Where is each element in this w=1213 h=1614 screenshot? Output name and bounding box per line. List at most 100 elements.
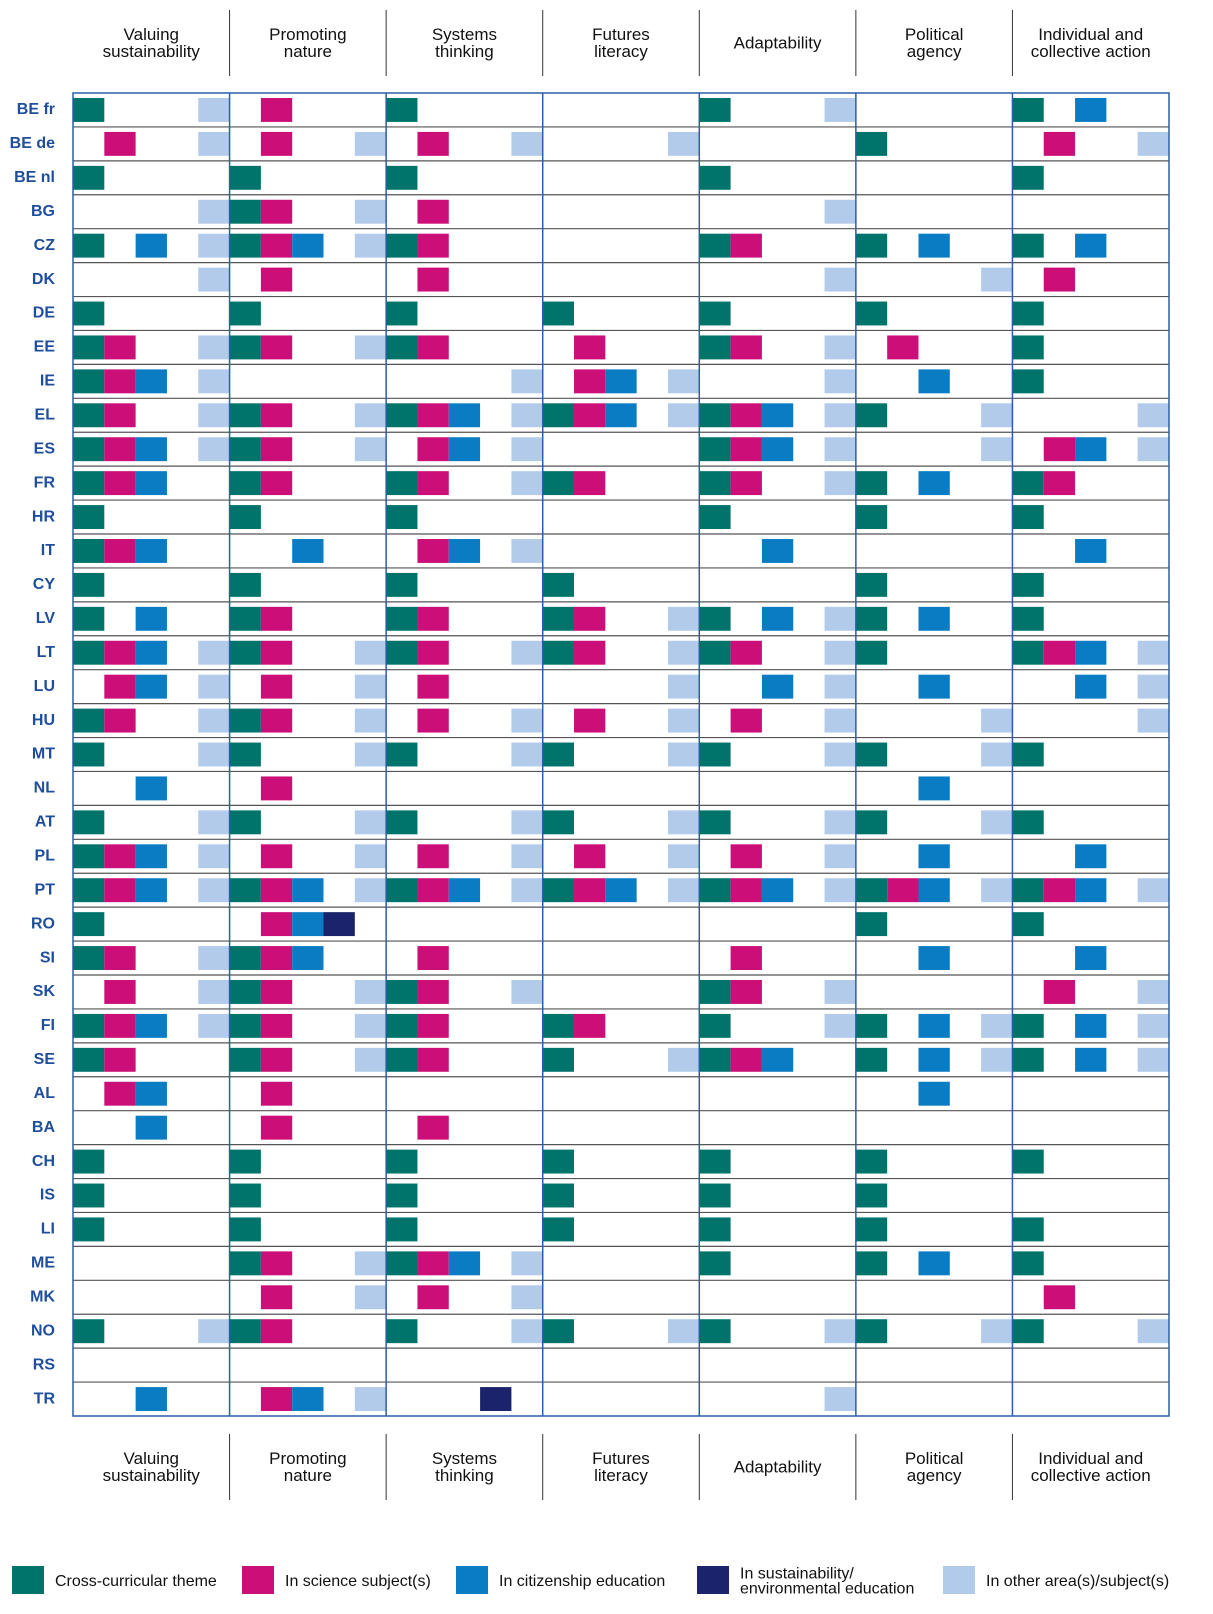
- cell-mark: [1043, 878, 1076, 903]
- row-label: AL: [34, 1085, 56, 1102]
- cell-mark: [542, 403, 575, 428]
- cell-mark: [73, 640, 105, 665]
- row-label: LV: [36, 610, 56, 627]
- cell-mark: [135, 1081, 167, 1106]
- cell-mark: [354, 844, 387, 869]
- cell-mark: [417, 980, 449, 1004]
- cell-mark: [417, 640, 449, 665]
- cell-mark: [198, 946, 230, 970]
- cell-mark: [855, 1251, 888, 1276]
- cell-mark: [1137, 1047, 1169, 1072]
- cell-mark: [417, 335, 449, 360]
- cell-mark: [417, 674, 449, 699]
- cell-mark: [292, 878, 324, 903]
- cell-mark: [260, 1319, 293, 1344]
- row-label: LU: [34, 678, 55, 695]
- cell-mark: [574, 1013, 606, 1038]
- cell-mark: [824, 437, 856, 462]
- cell-mark: [511, 1285, 543, 1310]
- cell-mark: [73, 437, 105, 462]
- cell-mark: [824, 98, 856, 122]
- cell-mark: [386, 471, 418, 496]
- cell-mark: [135, 1387, 167, 1411]
- column-header: Systems: [432, 25, 497, 44]
- cell-mark: [699, 301, 731, 326]
- row-label: IS: [40, 1187, 55, 1204]
- cell-mark: [699, 1319, 731, 1344]
- cell-mark: [198, 199, 230, 224]
- row-label: TR: [34, 1390, 56, 1407]
- cell-mark: [229, 878, 261, 903]
- cell-mark: [699, 1183, 731, 1208]
- cell-mark: [135, 640, 167, 665]
- cell-mark: [386, 572, 418, 597]
- cell-mark: [667, 640, 700, 665]
- cell-mark: [667, 1319, 700, 1344]
- row-label: SI: [40, 949, 55, 966]
- cell-mark: [198, 810, 230, 835]
- row-label: PT: [35, 881, 56, 898]
- column-header: Systems: [432, 1449, 497, 1468]
- cell-mark: [1012, 878, 1044, 903]
- cell-mark: [824, 267, 856, 292]
- cell-mark: [260, 437, 293, 462]
- column-header: Promoting: [269, 25, 346, 44]
- cell-mark: [73, 708, 105, 733]
- cell-mark: [699, 980, 731, 1004]
- cell-mark: [824, 369, 856, 394]
- cell-mark: [511, 878, 543, 903]
- cell-mark: [542, 640, 575, 665]
- cell-mark: [824, 335, 856, 360]
- column-header: Adaptability: [734, 33, 822, 52]
- cell-mark: [1075, 640, 1107, 665]
- column-header: sustainability: [103, 1466, 201, 1485]
- cell-mark: [135, 776, 167, 801]
- cell-mark: [417, 199, 449, 224]
- cell-mark: [104, 131, 136, 156]
- cell-mark: [824, 674, 856, 699]
- cell-mark: [918, 674, 950, 699]
- cell-mark: [981, 708, 1013, 733]
- cell-mark: [981, 742, 1013, 767]
- column-header: collective action: [1031, 1466, 1151, 1485]
- cell-mark: [480, 1387, 512, 1411]
- cell-mark: [511, 742, 543, 767]
- cell-mark: [73, 878, 105, 903]
- cell-mark: [104, 369, 136, 394]
- column-header: Political: [905, 1449, 964, 1468]
- cell-mark: [386, 98, 418, 122]
- cell-mark: [354, 131, 387, 156]
- row-label: LT: [37, 644, 56, 661]
- cell-mark: [699, 335, 731, 360]
- cell-mark: [667, 606, 700, 631]
- cell-mark: [605, 403, 637, 428]
- cell-mark: [918, 844, 950, 869]
- cell-mark: [1137, 674, 1169, 699]
- cell-mark: [104, 674, 136, 699]
- cell-mark: [542, 1183, 575, 1208]
- column-header: Futures: [592, 25, 650, 44]
- cell-mark: [417, 1251, 449, 1276]
- cell-mark: [73, 165, 105, 190]
- row-label: MK: [30, 1288, 55, 1305]
- cell-mark: [1012, 233, 1044, 258]
- cell-mark: [73, 1319, 105, 1344]
- cell-mark: [824, 199, 856, 224]
- cell-mark: [1043, 471, 1076, 496]
- row-label: HR: [32, 508, 56, 525]
- cell-mark: [354, 233, 387, 258]
- cell-mark: [354, 708, 387, 733]
- cell-mark: [1012, 1013, 1044, 1038]
- cell-mark: [824, 844, 856, 869]
- cell-mark: [761, 403, 794, 428]
- cell-mark: [574, 403, 606, 428]
- cell-mark: [198, 674, 230, 699]
- cell-mark: [354, 1387, 387, 1411]
- cell-mark: [574, 606, 606, 631]
- cell-mark: [198, 742, 230, 767]
- cell-mark: [1075, 1013, 1107, 1038]
- cell-mark: [1137, 980, 1169, 1004]
- column-header: Promoting: [269, 1449, 346, 1468]
- cell-mark: [855, 1217, 888, 1242]
- cell-mark: [855, 131, 888, 156]
